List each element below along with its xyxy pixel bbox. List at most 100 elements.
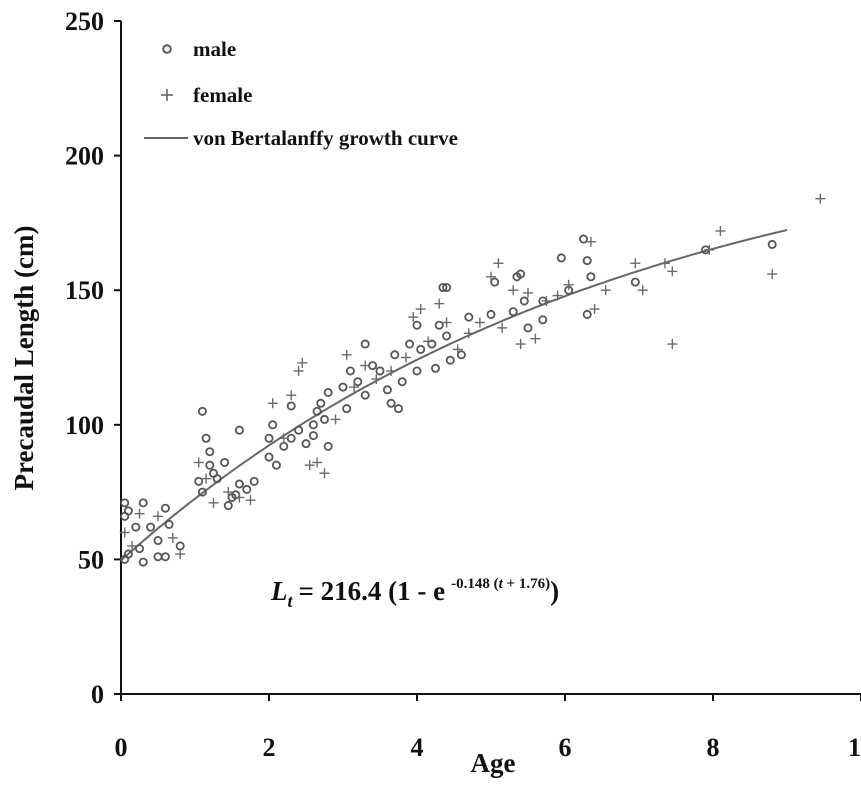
female-point [400,352,411,363]
female-point [423,336,434,347]
female-point [563,279,574,290]
y-tick-label: 250 [65,7,104,36]
female-point [600,285,611,296]
female-point [319,468,330,479]
male-point [312,406,322,416]
male-point [405,339,415,349]
male-point [308,431,318,441]
female-point [293,365,304,376]
equation-close: ) [550,576,559,606]
male-point [153,536,163,546]
male-point [316,398,326,408]
male-point [160,503,170,513]
male-point [519,296,529,306]
female-point [175,549,186,560]
female-point [234,492,245,503]
male-point [360,339,370,349]
male-point [430,363,440,373]
male-point [556,253,566,263]
male-point [445,355,455,365]
male-point [323,387,333,397]
male-point [486,309,496,319]
female-point [127,540,138,551]
female-point [245,495,256,506]
female-point [408,312,419,323]
female-point [767,269,778,280]
male-point [319,414,329,424]
male-point [416,344,426,354]
female-point [119,527,130,538]
female-point [201,473,212,484]
female-point [267,398,278,409]
legend-male-marker [162,44,172,54]
male-point [194,476,204,486]
male-point [301,439,311,449]
female-point [497,322,508,333]
female-point [530,333,541,344]
male-point [268,420,278,430]
female-point [330,414,341,425]
female-point [541,295,552,306]
data-points-layer [119,193,826,567]
von-bertalanffy-curve [120,229,788,562]
male-point [390,350,400,360]
x-ticks: 0 2 4 6 8 10 [115,694,861,762]
male-point [164,519,174,529]
male-point [205,460,215,470]
female-point [286,390,297,401]
male-point [582,309,592,319]
male-point [412,320,422,330]
male-point [249,476,259,486]
axes [120,21,861,695]
x-tick-label: 6 [559,733,572,762]
equation-exponent-end: + 1.76) [503,576,550,592]
female-point [715,225,726,236]
male-point [538,315,548,325]
equation-exponent-var: t [499,576,504,592]
x-tick-label: 4 [411,733,424,762]
male-point [153,552,163,562]
y-tick-label: 200 [65,142,104,171]
male-point [375,366,385,376]
male-point [264,452,274,462]
female-point [386,365,397,376]
male-point [516,269,526,279]
male-point [456,350,466,360]
male-point [345,366,355,376]
female-point [589,304,600,315]
male-point [382,385,392,395]
male-point [397,377,407,387]
female-point [585,236,596,247]
male-point [342,404,352,414]
male-point [490,277,500,287]
male-point [523,323,533,333]
female-point [637,285,648,296]
male-point [123,549,133,559]
female-point [508,285,519,296]
female-point [552,290,563,301]
male-point [308,420,318,430]
male-point [386,398,396,408]
female-point [134,508,145,519]
female-point [278,433,289,444]
male-point [464,312,474,322]
male-point [434,320,444,330]
male-point [393,404,403,414]
male-point [234,479,244,489]
female-point [434,298,445,309]
female-point [493,258,504,269]
male-point [360,390,370,400]
growth-curve-layer [120,229,788,562]
male-point [197,406,207,416]
male-point [279,441,289,451]
legend-female-label: female [193,83,252,107]
male-point [146,522,156,532]
male-point [767,239,777,249]
female-point [452,344,463,355]
female-point [223,487,234,498]
y-tick-label: 0 [91,680,104,709]
female-point [349,382,360,393]
legend-curve-label: von Bertalanffy growth curve [193,126,458,150]
female-point [523,287,533,298]
female-point [815,193,826,204]
